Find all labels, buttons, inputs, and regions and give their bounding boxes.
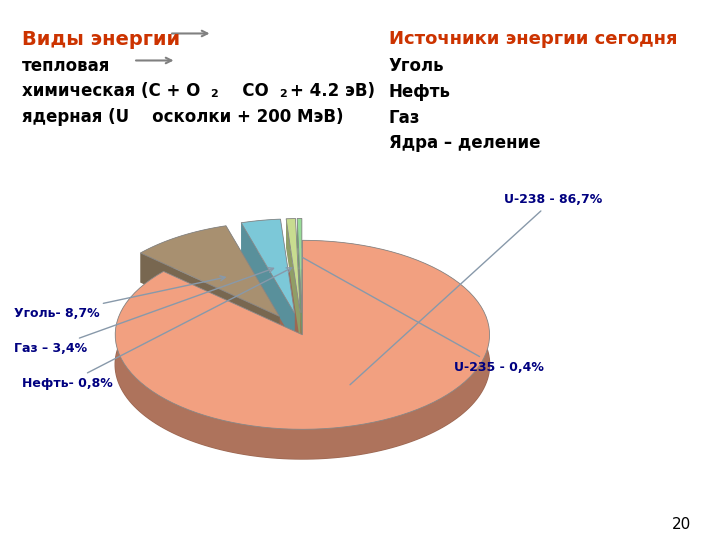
Polygon shape [241, 219, 294, 313]
Polygon shape [140, 253, 279, 346]
Text: Ядра – деление: Ядра – деление [389, 134, 540, 152]
Text: Уголь- 8,7%: Уголь- 8,7% [14, 276, 225, 320]
Text: U-235 - 0,4%: U-235 - 0,4% [303, 258, 544, 374]
Polygon shape [286, 219, 300, 313]
Polygon shape [115, 240, 490, 459]
Polygon shape [115, 270, 490, 459]
Text: тепловая: тепловая [22, 57, 110, 75]
Polygon shape [281, 219, 294, 343]
Polygon shape [286, 219, 295, 248]
Polygon shape [297, 219, 302, 343]
Text: + 4.2 эВ): + 4.2 эВ) [290, 82, 375, 100]
Text: ядерная (U    осколки + 200 МэВ): ядерная (U осколки + 200 МэВ) [22, 108, 343, 126]
Text: Газ: Газ [389, 109, 420, 126]
Polygon shape [241, 223, 294, 343]
Text: 20: 20 [672, 517, 691, 532]
Text: 2: 2 [210, 89, 218, 99]
Polygon shape [226, 226, 279, 346]
Polygon shape [241, 219, 281, 253]
Text: Нефть- 0,8%: Нефть- 0,8% [22, 268, 292, 390]
Text: химическая (С + О: химическая (С + О [22, 82, 200, 100]
Polygon shape [297, 219, 302, 313]
Text: Газ – 3,4%: Газ – 3,4% [14, 268, 274, 355]
Polygon shape [140, 226, 226, 282]
Text: СО: СО [225, 82, 269, 100]
Text: U-238 - 86,7%: U-238 - 86,7% [350, 193, 602, 385]
Text: 2: 2 [279, 89, 287, 99]
Text: Уголь: Уголь [389, 57, 444, 75]
Polygon shape [163, 272, 302, 364]
Text: Нефть: Нефть [389, 83, 451, 100]
Text: Источники энергии сегодня: Источники энергии сегодня [389, 30, 678, 48]
Polygon shape [286, 219, 300, 343]
Polygon shape [140, 226, 279, 316]
Polygon shape [297, 219, 302, 248]
Polygon shape [295, 219, 300, 343]
Text: Виды энергии: Виды энергии [22, 30, 180, 49]
Polygon shape [115, 240, 490, 429]
